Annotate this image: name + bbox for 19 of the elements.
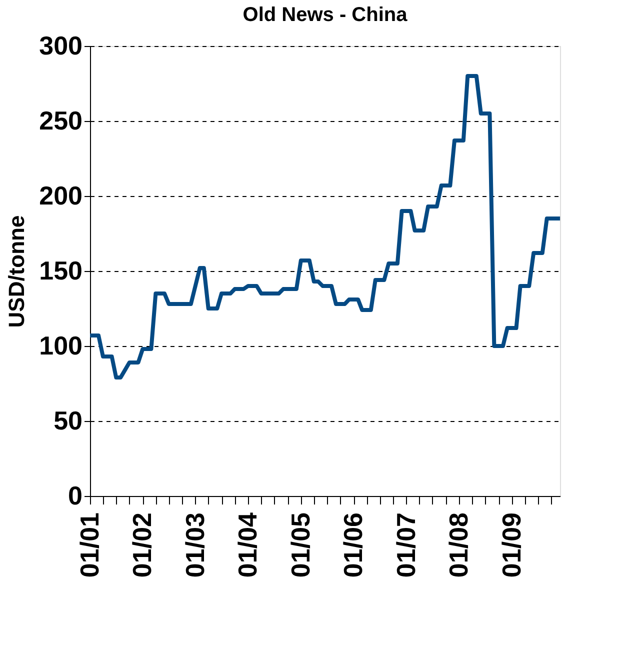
x-tick-label: 01/04 <box>232 512 263 578</box>
y-tick-label: 50 <box>54 406 82 436</box>
x-tick-label: 01/03 <box>180 512 210 578</box>
x-tick-label: 01/05 <box>285 512 316 578</box>
y-tick-label: 150 <box>39 256 82 286</box>
chart-title: Old News - China <box>242 4 408 26</box>
y-axis-title: USD/tonne <box>4 215 30 328</box>
y-tick-label: 0 <box>68 480 82 510</box>
y-tick-label: 300 <box>39 30 82 60</box>
x-tick-label: 01/06 <box>338 512 368 578</box>
y-tick-label: 200 <box>39 180 82 210</box>
y-tick-label: 100 <box>39 330 82 360</box>
line-series <box>90 74 560 380</box>
x-tick-label: 01/02 <box>127 512 158 578</box>
x-tick-label: 01/09 <box>496 512 526 578</box>
x-tick-label: 01/07 <box>390 512 421 578</box>
x-tick-label: 01/01 <box>74 512 104 578</box>
x-tick-label: 01/08 <box>443 512 474 578</box>
y-tick-label: 250 <box>39 106 82 136</box>
